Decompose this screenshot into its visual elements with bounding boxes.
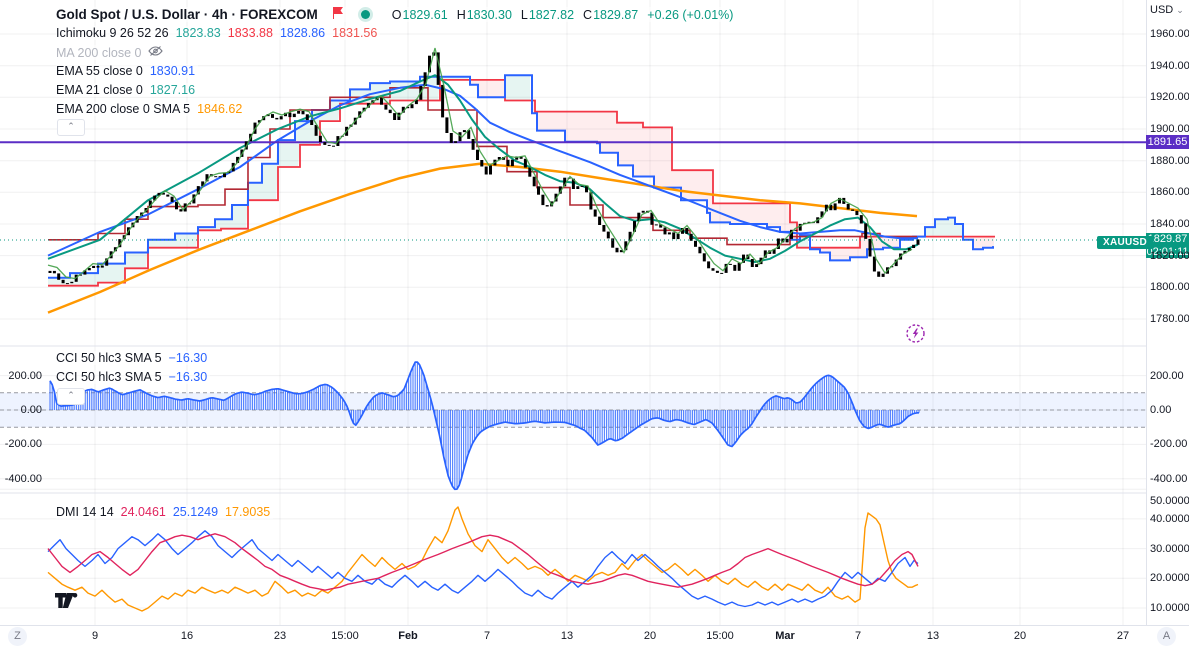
legend-label: Ichimoku 9 26 52 26 (56, 26, 169, 40)
market-status-icon[interactable] (360, 10, 370, 19)
change-value: +0.26 (+0.01%) (647, 7, 734, 22)
legend-values: 1823.83 1833.88 1828.86 1831.56 (176, 26, 378, 40)
flag-icon[interactable] (332, 7, 343, 22)
legend-ema200[interactable]: EMA 200 close 0 SMA 5 1846.62 (56, 102, 246, 116)
dmi-tick: 40.0000 (1150, 512, 1189, 525)
price-axis[interactable] (1146, 0, 1189, 625)
legend-ma200[interactable]: MA 200 close 0 (56, 45, 167, 60)
legend-value: −16.30 (168, 370, 208, 384)
legend-values: 24.0461 25.1249 17.9035 (121, 505, 271, 519)
close-value: 1829.87 (593, 7, 639, 22)
legend-ema21[interactable]: EMA 21 close 0 1827.16 (56, 83, 199, 97)
price-tick: 1860.00 (1150, 186, 1189, 199)
legend-ema55[interactable]: EMA 55 close 0 1830.91 (56, 64, 199, 78)
tradingview-logo[interactable] (55, 593, 81, 615)
legend-cci-1[interactable]: CCI 50 hlc3 SMA 5 −16.30 (56, 351, 211, 365)
time-tick: 20 (1013, 630, 1027, 642)
dmi-tick: 20.0000 (1150, 572, 1189, 585)
legend-label: DMI 14 14 (56, 505, 114, 519)
price-tick: 1940.00 (1150, 59, 1189, 72)
time-tick: 16 (180, 630, 194, 642)
price-level-badge: 1891.65 (1146, 135, 1189, 150)
legend-ichimoku[interactable]: Ichimoku 9 26 52 26 1823.83 1833.88 1828.8… (56, 26, 381, 40)
current-price: 1829.87 (1147, 233, 1188, 246)
time-tick: 20 (643, 630, 657, 642)
collapse-cci-button[interactable]: ⌃ (57, 388, 85, 405)
time-tick: 15:00 (706, 630, 734, 642)
time-tick: 7 (854, 630, 862, 642)
ohlc-row: O1829.61 H1830.30 L1827.82 C1829.87 +0.2… (391, 7, 734, 22)
cci-tick: -200.00 (1150, 438, 1188, 451)
low-value: 1827.82 (528, 7, 575, 22)
currency-selector[interactable]: USD ⌄ (1150, 4, 1184, 16)
open-value: 1829.61 (402, 7, 448, 22)
time-tick: 13 (926, 630, 940, 642)
symbol-title: Gold Spot / U.S. Dollar · 4h · FOREXCOM (56, 7, 318, 22)
cci-tick: 0.00 (1150, 404, 1172, 416)
time-tick: Mar (775, 630, 795, 642)
cci-tick-left: 200.00 (8, 369, 42, 382)
dmi-tick: 10.0000 (1150, 602, 1189, 614)
legend-label: CCI 50 hlc3 SMA 5 (56, 351, 162, 365)
price-tick: 1880.00 (1150, 154, 1189, 167)
legend-value: 1823.83 (175, 26, 221, 40)
legend-value: 1831.56 (332, 26, 378, 40)
cci-tick: -400.00 (1150, 472, 1188, 485)
price-tick: 1840.00 (1150, 217, 1189, 230)
time-tick: Feb (398, 630, 418, 642)
legend-label: EMA 55 close 0 (56, 64, 143, 78)
legend-value: 1846.62 (197, 102, 243, 116)
legend-value: 1830.91 (149, 64, 196, 78)
cci-tick-left: -200.00 (4, 438, 42, 451)
cci-tick: 200.00 (1150, 369, 1184, 382)
time-tick: 7 (483, 630, 491, 642)
time-tick: 9 (91, 630, 99, 642)
current-price-badge: 1829.87 02:01:11 (1146, 233, 1189, 259)
legend-value: 25.1249 (172, 505, 219, 519)
legend-label: EMA 21 close 0 (56, 83, 143, 97)
timezone-button[interactable]: Z (8, 627, 27, 646)
price-tick: 1920.00 (1150, 91, 1189, 104)
symbol-price-label: XAUUSD (1097, 236, 1154, 250)
time-axis[interactable]: Z A 9 16 23 15:00 Feb 7 13 20 15:00 Mar 7 13 20 27 (0, 625, 1189, 646)
time-tick: 23 (273, 630, 287, 642)
legend-label: CCI 50 hlc3 SMA 5 (56, 370, 162, 384)
cci-tick-left: -400.00 (4, 472, 42, 485)
quick-alert-lightning-icon[interactable] (905, 323, 926, 344)
eye-off-icon[interactable] (148, 45, 164, 60)
collapse-legend-button[interactable]: ⌃ (57, 119, 85, 136)
legend-value: −16.30 (168, 351, 208, 365)
legend-label: MA 200 close 0 (56, 45, 142, 60)
cci-tick-left: 0.00 (20, 404, 42, 416)
adjust-button[interactable]: A (1157, 627, 1176, 646)
legend-value: 1833.88 (227, 26, 273, 40)
price-tick: 1900.00 (1150, 123, 1189, 135)
symbol-header[interactable]: Gold Spot / U.S. Dollar · 4h · FOREXCOM … (56, 7, 734, 22)
price-tick: 1960.00 (1150, 28, 1189, 41)
legend-value: 24.0461 (120, 505, 166, 519)
dmi-tick: 30.0000 (1150, 542, 1189, 555)
price-tick: 1820.00 (1150, 249, 1189, 262)
price-tick: 1800.00 (1150, 281, 1189, 294)
legend-value: 1827.16 (149, 83, 196, 97)
dmi-tick: 50.0000 (1150, 495, 1189, 507)
legend-value: 17.9035 (225, 505, 271, 519)
time-tick: 27 (1116, 630, 1130, 642)
legend-label: EMA 200 close 0 SMA 5 (56, 102, 191, 116)
time-tick: 15:00 (331, 630, 359, 642)
legend-cci-2[interactable]: CCI 50 hlc3 SMA 5 −16.30 (56, 370, 211, 384)
bar-countdown: 02:01:11 (1146, 245, 1189, 258)
legend-value: 1828.86 (279, 26, 326, 40)
legend-dmi[interactable]: DMI 14 14 24.0461 25.1249 17.9035 (56, 505, 274, 519)
high-value: 1830.30 (466, 7, 512, 22)
time-tick: 13 (560, 630, 574, 642)
price-tick: 1780.00 (1150, 312, 1189, 325)
